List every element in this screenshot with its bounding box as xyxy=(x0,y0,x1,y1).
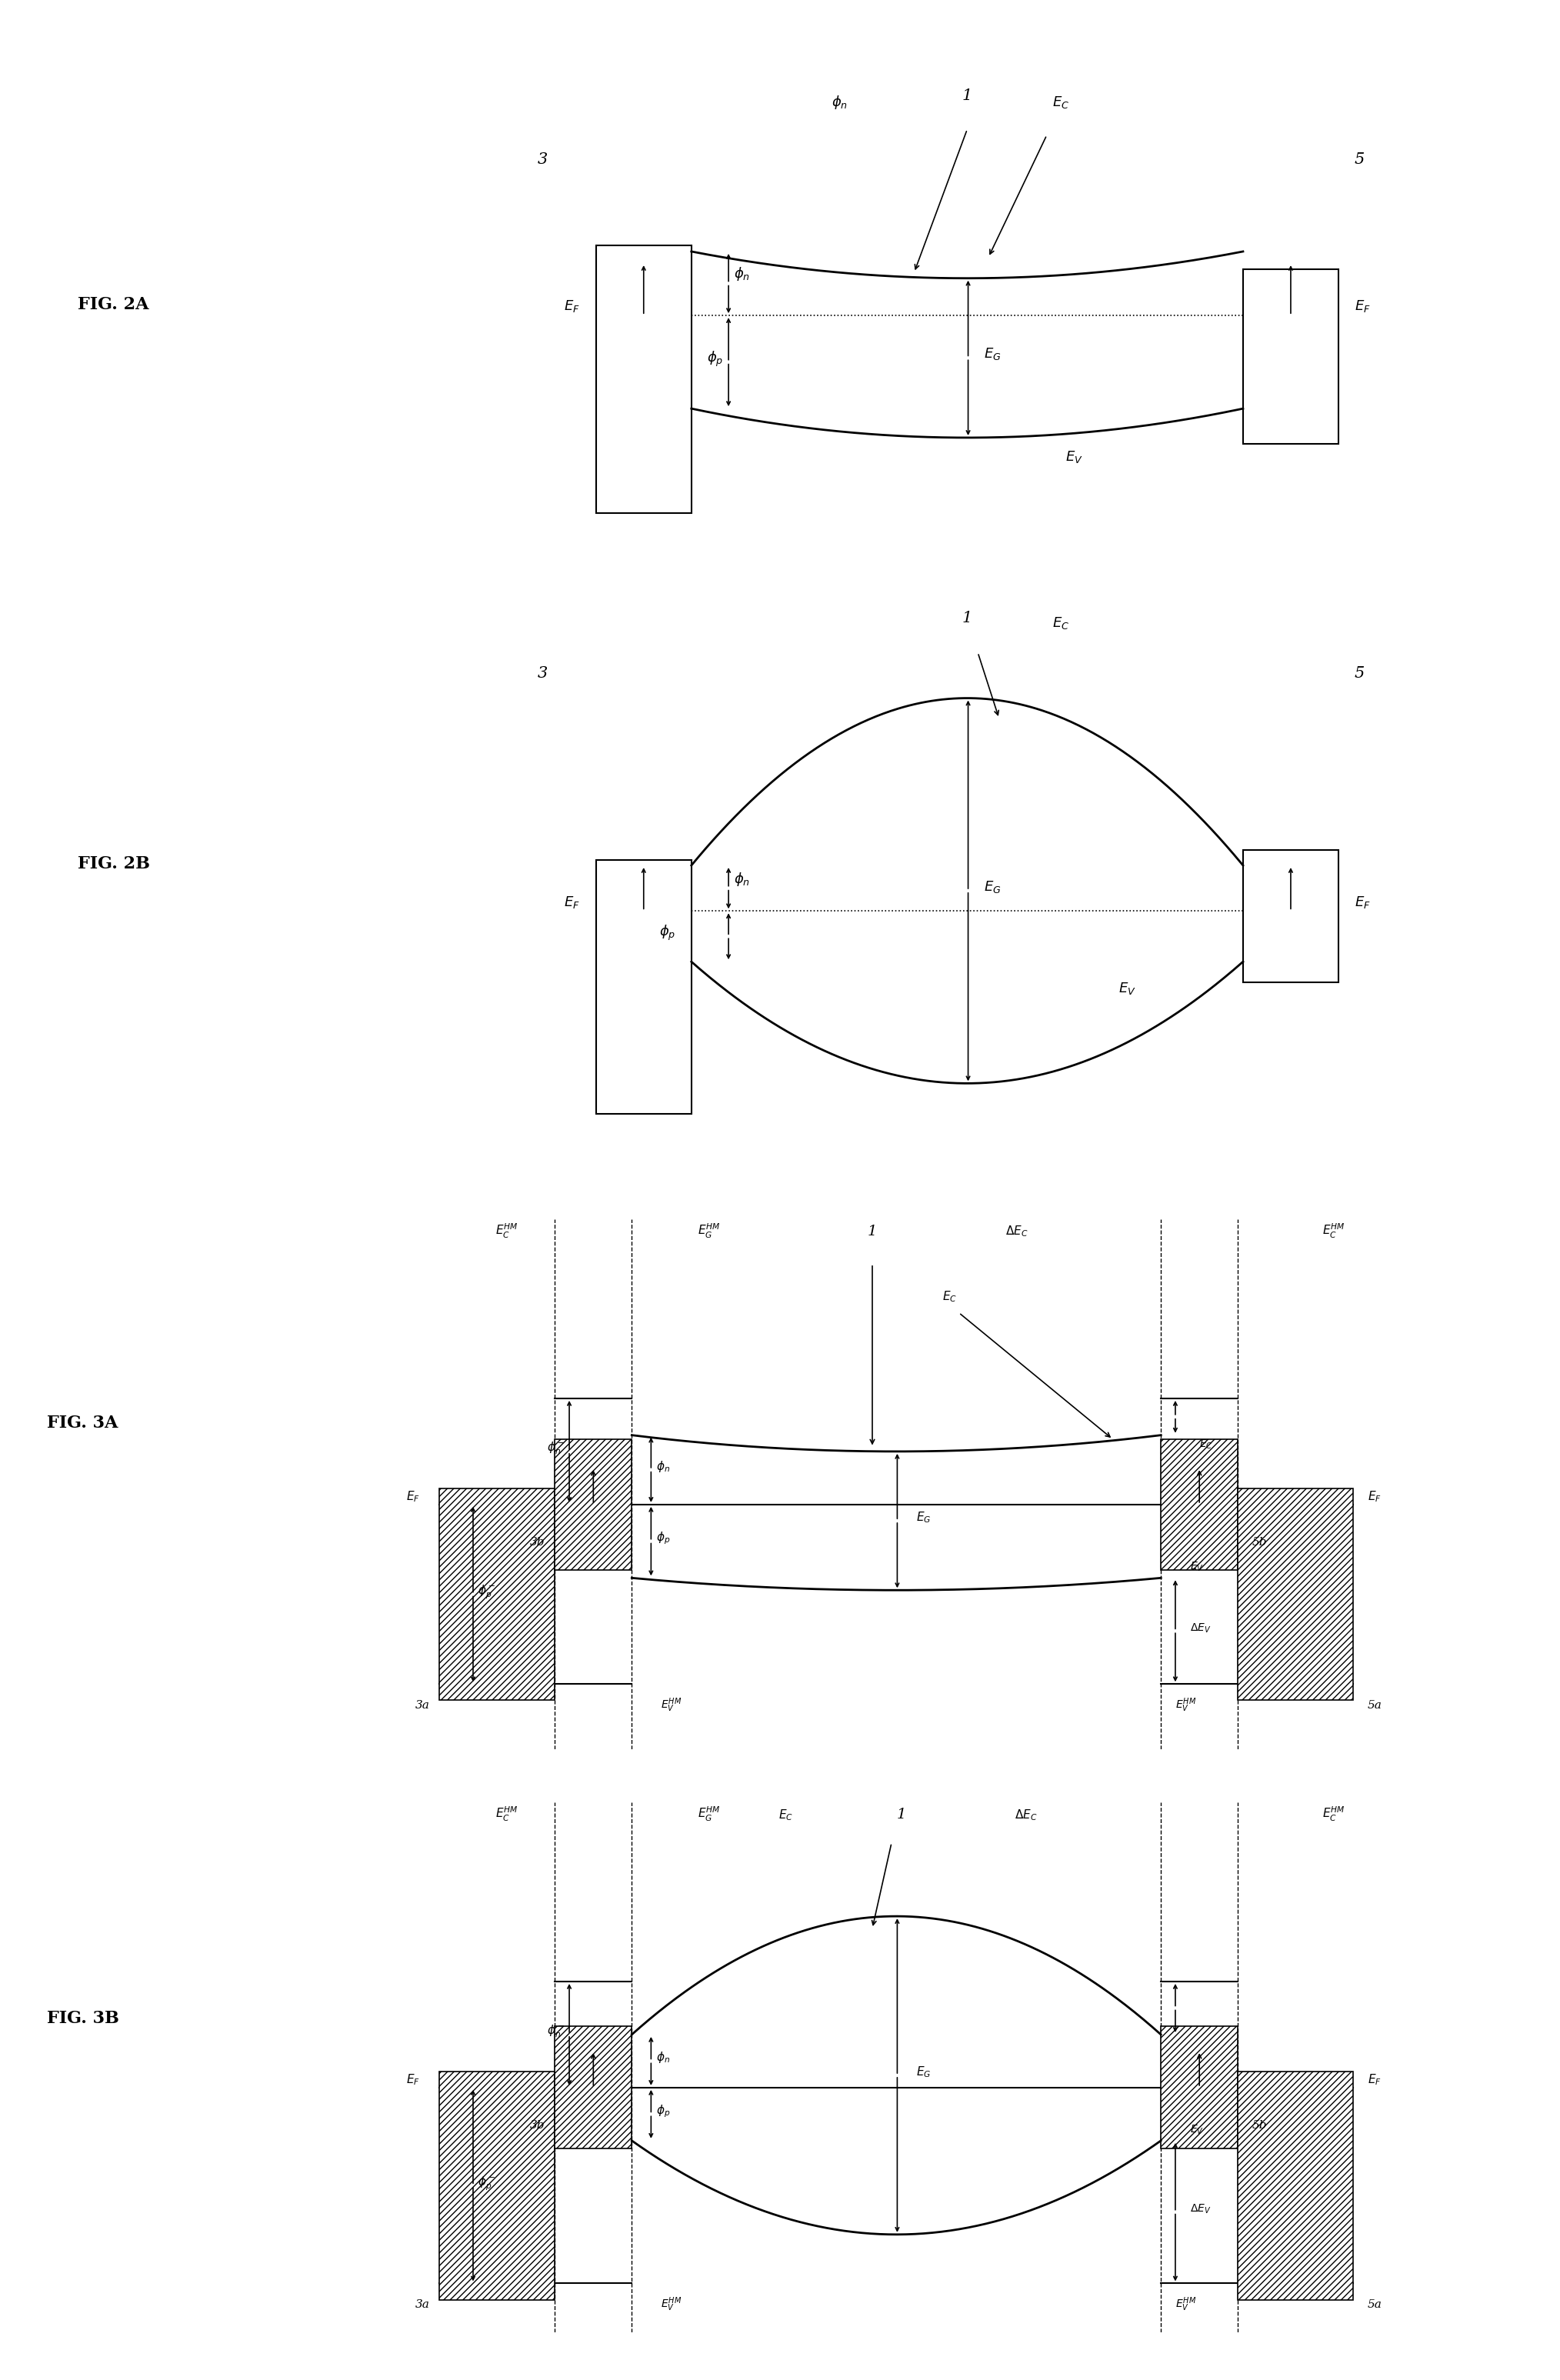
Text: $\Delta E_C$: $\Delta E_C$ xyxy=(1005,1223,1028,1240)
Text: 3b: 3b xyxy=(530,2121,546,2130)
Text: $E_F$: $E_F$ xyxy=(565,298,580,314)
Text: 3b: 3b xyxy=(530,1537,546,1547)
Text: $\phi_n$: $\phi_n$ xyxy=(733,264,750,283)
Text: $\phi_n$: $\phi_n$ xyxy=(655,2049,669,2066)
Text: $\phi_n$: $\phi_n$ xyxy=(831,93,849,109)
Text: 3a: 3a xyxy=(415,1699,429,1711)
Text: $\phi_p$: $\phi_p$ xyxy=(658,923,675,942)
Bar xyxy=(1161,1440,1239,1571)
Text: $E_G^{HM}$: $E_G^{HM}$ xyxy=(697,1223,721,1240)
Bar xyxy=(1243,850,1338,983)
Text: $E_C$: $E_C$ xyxy=(778,1806,792,1823)
Text: $\Delta E_V$: $\Delta E_V$ xyxy=(1190,2204,1211,2216)
Text: $\phi_p$: $\phi_p$ xyxy=(655,1530,669,1547)
Text: $\phi_p$: $\phi_p$ xyxy=(707,350,724,369)
Text: 1: 1 xyxy=(867,1223,877,1238)
Bar xyxy=(1239,1488,1353,1699)
Text: $E_C^{HM}$: $E_C^{HM}$ xyxy=(1323,1223,1345,1240)
Text: FIG. 2B: FIG. 2B xyxy=(78,857,150,873)
Bar xyxy=(440,1488,555,1699)
Bar xyxy=(555,2025,632,2149)
Text: $E_V$: $E_V$ xyxy=(1190,2123,1204,2135)
Text: $E_G$: $E_G$ xyxy=(916,1509,931,1526)
Text: $E_F$: $E_F$ xyxy=(1354,895,1370,909)
Text: $\phi_n^-$: $\phi_n^-$ xyxy=(546,1440,565,1457)
Text: $E_V^{HM}$: $E_V^{HM}$ xyxy=(661,1697,682,1714)
Text: $E_G$: $E_G$ xyxy=(984,878,1002,895)
Text: 1: 1 xyxy=(963,88,972,102)
Text: $\phi_p$: $\phi_p$ xyxy=(655,2104,669,2118)
Text: $E_G$: $E_G$ xyxy=(916,2063,931,2080)
Text: 5b: 5b xyxy=(1253,1537,1267,1547)
Bar xyxy=(1239,2071,1353,2299)
Text: FIG. 2A: FIG. 2A xyxy=(78,298,150,314)
Text: $E_C$: $E_C$ xyxy=(1051,616,1069,631)
Text: $E_G$: $E_G$ xyxy=(984,347,1002,362)
Text: $\phi_n^-$: $\phi_n^-$ xyxy=(546,2023,565,2040)
Text: $\Delta E_C$: $\Delta E_C$ xyxy=(1016,1806,1037,1823)
Text: 3: 3 xyxy=(538,152,548,167)
Text: $E_V$: $E_V$ xyxy=(1119,981,1136,995)
Bar xyxy=(1243,269,1338,443)
Text: 3a: 3a xyxy=(415,2299,429,2311)
Text: $E_F$: $E_F$ xyxy=(407,2073,420,2087)
Bar xyxy=(555,1440,632,1571)
Text: FIG. 3B: FIG. 3B xyxy=(47,2011,119,2028)
Text: $E_C$: $E_C$ xyxy=(942,1290,956,1304)
Text: 1: 1 xyxy=(963,612,972,626)
Text: $E_C^{HM}$: $E_C^{HM}$ xyxy=(1323,1806,1345,1823)
Text: 5a: 5a xyxy=(1368,1699,1382,1711)
Text: $E_V$: $E_V$ xyxy=(1190,1561,1204,1573)
Text: $\phi_p^-$: $\phi_p^-$ xyxy=(477,2175,496,2192)
Text: 5a: 5a xyxy=(1368,2299,1382,2311)
Text: $\phi_n$: $\phi_n$ xyxy=(733,871,750,888)
Text: $E_V^{HM}$: $E_V^{HM}$ xyxy=(1175,1697,1197,1714)
Text: 3: 3 xyxy=(538,666,548,681)
Text: $E_C^{HM}$: $E_C^{HM}$ xyxy=(496,1806,518,1823)
Text: $E_V^{HM}$: $E_V^{HM}$ xyxy=(1175,2297,1197,2313)
Text: 5: 5 xyxy=(1354,152,1365,167)
Text: $E_V$: $E_V$ xyxy=(1065,450,1083,464)
Text: $E_C^{HM}$: $E_C^{HM}$ xyxy=(496,1223,518,1240)
Text: $E_C$: $E_C$ xyxy=(1200,1438,1212,1452)
Text: 5b: 5b xyxy=(1253,2121,1267,2130)
Bar xyxy=(596,245,691,514)
Text: 5: 5 xyxy=(1354,666,1365,681)
Text: $E_C$: $E_C$ xyxy=(1051,95,1069,109)
Text: $E_V^{HM}$: $E_V^{HM}$ xyxy=(661,2297,682,2313)
Text: $E_F$: $E_F$ xyxy=(565,895,580,909)
Bar xyxy=(440,2071,555,2299)
Text: FIG. 3A: FIG. 3A xyxy=(47,1416,119,1433)
Bar xyxy=(596,859,691,1114)
Text: $\Delta E_V$: $\Delta E_V$ xyxy=(1190,1621,1211,1635)
Text: $\phi_p^-$: $\phi_p^-$ xyxy=(477,1583,496,1602)
Text: $E_F$: $E_F$ xyxy=(1368,1490,1382,1504)
Bar xyxy=(1161,2025,1239,2149)
Text: 1: 1 xyxy=(897,1806,906,1821)
Text: $E_F$: $E_F$ xyxy=(407,1490,420,1504)
Text: $E_F$: $E_F$ xyxy=(1354,298,1370,314)
Text: $E_F$: $E_F$ xyxy=(1368,2073,1382,2087)
Text: $E_G^{HM}$: $E_G^{HM}$ xyxy=(697,1806,721,1823)
Text: $\phi_n$: $\phi_n$ xyxy=(655,1459,669,1473)
